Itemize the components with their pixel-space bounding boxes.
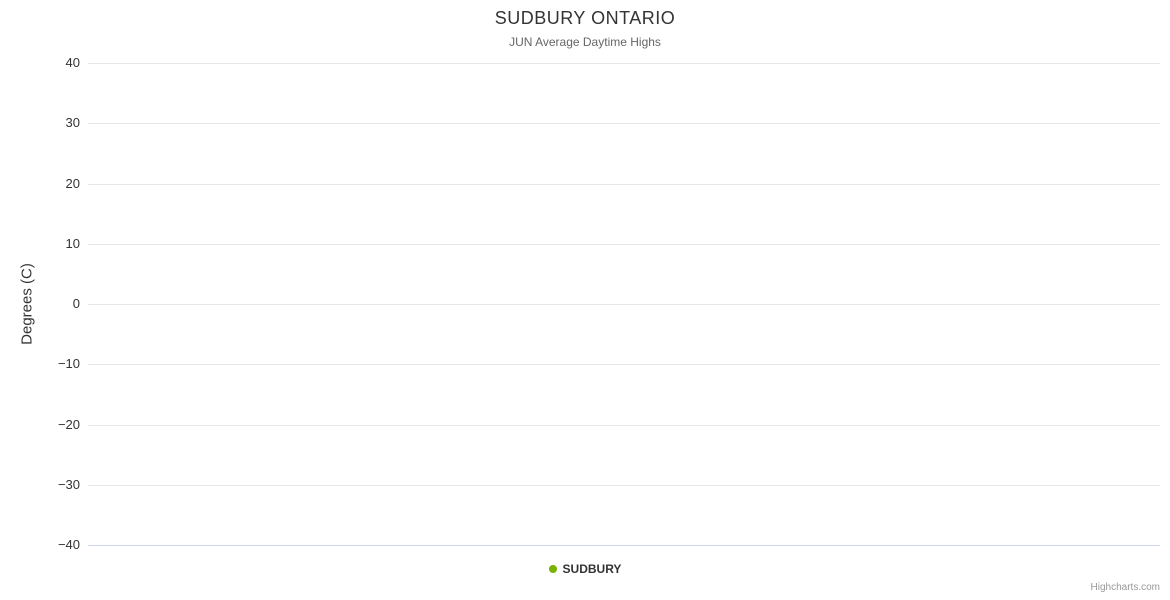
gridline xyxy=(88,425,1160,426)
y-axis-tick-label: 40 xyxy=(65,55,80,70)
y-axis-tick-label: 30 xyxy=(65,115,80,130)
y-axis-tick-label: −20 xyxy=(57,417,80,432)
y-axis-tick-label: −40 xyxy=(57,537,80,552)
legend-item-label: SUDBURY xyxy=(562,562,622,576)
chart-subtitle: JUN Average Daytime Highs xyxy=(509,35,661,49)
highcharts-credit[interactable]: Highcharts.com xyxy=(1090,582,1160,593)
y-axis-tick-label: −30 xyxy=(57,477,80,492)
y-axis-tick-label: 10 xyxy=(65,236,80,251)
y-axis-tick-label: 0 xyxy=(72,296,80,311)
plot-area xyxy=(88,63,1160,546)
legend-item[interactable]: SUDBURY xyxy=(548,562,622,576)
x-axis-line xyxy=(88,545,1160,546)
legend: SUDBURY xyxy=(0,562,1170,576)
gridline xyxy=(88,123,1160,124)
chart-title: SUDBURY ONTARIO xyxy=(494,8,676,28)
y-axis-tick-label: 20 xyxy=(65,176,80,191)
y-axis-tick-label: −10 xyxy=(57,356,80,371)
gridline xyxy=(88,63,1160,64)
gridline xyxy=(88,184,1160,185)
gridline xyxy=(88,244,1160,245)
gridline xyxy=(88,304,1160,305)
gridline xyxy=(88,485,1160,486)
legend-marker-icon xyxy=(548,565,557,573)
gridline xyxy=(88,364,1160,365)
